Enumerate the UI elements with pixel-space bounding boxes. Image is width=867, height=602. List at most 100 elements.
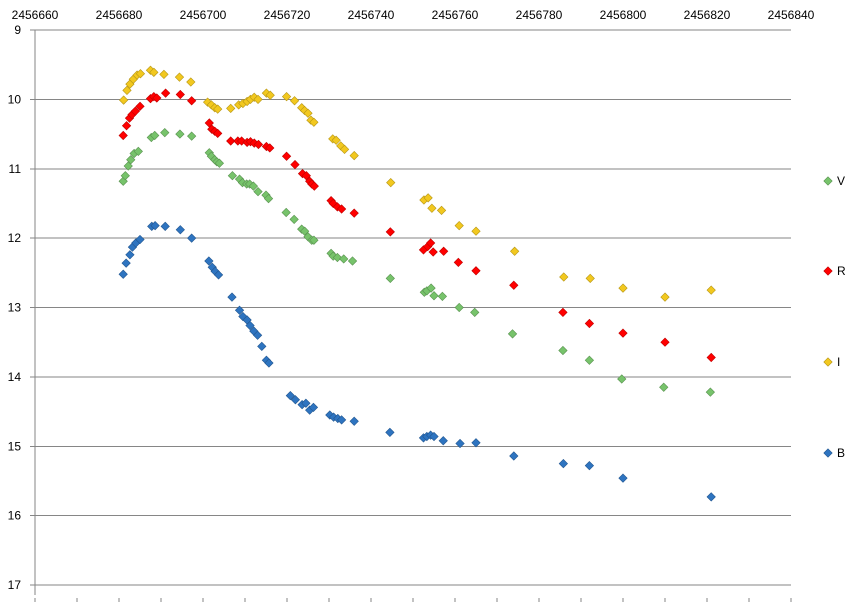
legend-marker-i <box>823 357 833 367</box>
data-point-i <box>309 117 319 127</box>
data-point-i <box>559 272 569 282</box>
data-point-i <box>423 193 433 203</box>
data-point-b <box>125 250 135 260</box>
y-tick-label: 17 <box>8 578 22 592</box>
data-point-v <box>617 374 627 384</box>
data-point-v <box>175 129 185 139</box>
legend-entry-r: R <box>823 264 846 278</box>
data-point-b <box>204 256 214 266</box>
data-point-b <box>257 341 267 351</box>
data-point-b <box>429 431 439 442</box>
series-b <box>118 221 716 502</box>
data-point-r <box>309 181 319 191</box>
data-point-r <box>660 337 670 347</box>
data-point-b <box>385 427 395 437</box>
data-point-r <box>175 89 185 100</box>
data-point-b <box>290 395 301 405</box>
data-point-b <box>471 438 481 448</box>
x-tick-label: 2456780 <box>516 8 563 22</box>
data-point-i <box>174 72 185 82</box>
data-point-v <box>584 355 595 365</box>
data-point-b <box>121 258 131 268</box>
legend: V R I B <box>823 174 846 460</box>
data-point-v <box>454 302 464 313</box>
data-point-v <box>426 283 436 293</box>
data-point-b <box>308 402 319 413</box>
data-point-b <box>706 492 716 502</box>
data-point-b <box>336 415 347 425</box>
data-point-b <box>301 398 311 408</box>
data-point-v <box>126 155 136 165</box>
series-v <box>118 128 715 397</box>
gridlines <box>35 29 791 586</box>
data-point-i <box>386 178 396 188</box>
data-point-i <box>706 285 716 295</box>
y-tick-label: 9 <box>14 23 21 37</box>
data-point-r <box>453 257 463 268</box>
data-point-r <box>130 106 141 116</box>
data-point-i <box>265 90 275 100</box>
data-point-r <box>426 238 436 248</box>
legend-marker-b <box>823 448 833 458</box>
x-tick-label: 2456720 <box>264 8 311 22</box>
data-point-b <box>349 416 359 426</box>
data-point-r <box>253 139 264 150</box>
data-point-v <box>558 345 568 356</box>
y-tick-label: 10 <box>8 92 22 106</box>
data-point-v <box>659 382 669 392</box>
data-point-i <box>289 96 300 106</box>
legend-label-r: R <box>837 264 846 278</box>
data-point-i <box>213 104 223 114</box>
data-point-i <box>122 85 132 95</box>
data-point-v <box>150 130 160 141</box>
data-point-b <box>213 270 224 280</box>
data-point-i <box>226 103 236 114</box>
legend-entry-i: I <box>823 355 840 369</box>
data-point-b <box>252 330 263 340</box>
data-point-v <box>507 329 518 339</box>
data-point-i <box>660 292 670 302</box>
y-tick-labels: 9 10 11 12 13 14 15 16 17 <box>8 23 22 592</box>
data-point-i <box>454 221 464 231</box>
x-tick-label: 2456680 <box>96 8 143 22</box>
data-point-r <box>187 96 197 106</box>
legend-entry-v: V <box>823 174 845 188</box>
data-point-r <box>121 121 132 131</box>
data-point-i <box>159 69 169 80</box>
data-point-v <box>214 158 225 168</box>
series-i <box>118 65 716 302</box>
y-tick-label: 15 <box>8 439 22 453</box>
data-point-b <box>509 451 519 461</box>
legend-marker-r <box>823 266 833 276</box>
data-point-i <box>149 67 159 77</box>
data-point-v <box>470 307 480 317</box>
x-tick-label: 2456700 <box>180 8 227 22</box>
data-point-b <box>175 225 185 235</box>
data-point-b <box>238 311 248 322</box>
data-point-r <box>471 266 481 276</box>
data-point-v <box>705 387 715 397</box>
data-point-v <box>347 256 358 266</box>
data-point-b <box>227 292 237 302</box>
data-point-v <box>133 146 143 157</box>
data-point-b <box>285 390 295 401</box>
data-point-r <box>265 143 275 153</box>
data-point-b <box>187 233 197 243</box>
axes <box>30 29 792 602</box>
data-point-v <box>385 273 395 283</box>
x-tick-label: 2456840 <box>768 8 815 22</box>
series-r <box>118 88 716 363</box>
data-point-b <box>618 473 628 483</box>
data-point-v <box>309 235 319 245</box>
data-point-r <box>439 246 449 256</box>
data-point-r <box>152 93 162 103</box>
legend-marker-v <box>823 176 833 186</box>
data-point-i <box>349 150 359 161</box>
data-point-i <box>436 205 447 215</box>
data-point-i <box>118 95 129 105</box>
y-tick-label: 11 <box>9 162 22 176</box>
data-point-v <box>120 171 130 181</box>
data-point-r <box>584 318 595 329</box>
data-point-b <box>455 438 465 449</box>
data-point-r <box>618 328 628 338</box>
